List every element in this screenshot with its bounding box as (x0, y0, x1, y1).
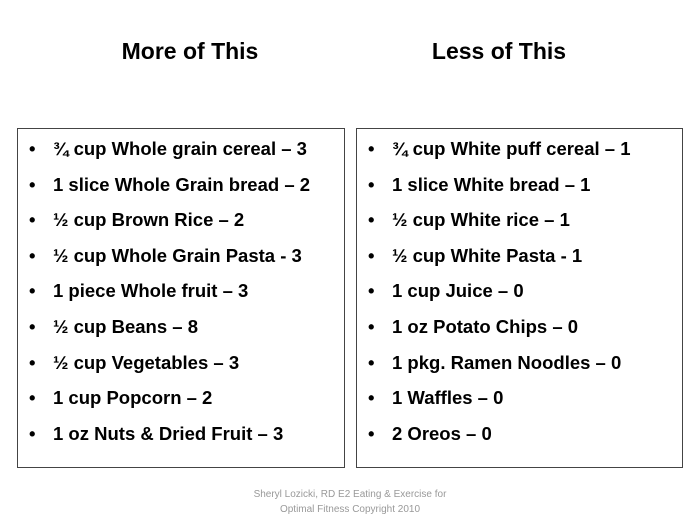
bullet-icon: • (29, 422, 36, 444)
list-item-text: ½ cup Vegetables – 3 (53, 351, 240, 373)
list-item-text: ½ cup Brown Rice – 2 (53, 209, 245, 231)
list-item-text: ½ cup Beans – 8 (53, 315, 198, 337)
list-item: • 1 slice White bread – 1 (357, 173, 682, 209)
bullet-icon: • (29, 138, 36, 159)
left-column-title: More of This (121, 38, 259, 64)
list-item-text: 1 oz Potato Chips – 0 (392, 315, 579, 337)
list-item-text: 1 pkg. Ramen Noodles – 0 (392, 351, 622, 373)
bullet-icon: • (29, 209, 36, 231)
list-item-text: 1 Waffles – 0 (392, 387, 504, 409)
bullet-icon: • (368, 315, 375, 337)
less-of-this-box: • ¾ cup White puff cereal – 1 • 1 slice Whi… (356, 128, 683, 468)
list-item-text: 1 cup Juice – 0 (392, 280, 524, 302)
list-item-text: ½ cup White rice – 1 (392, 209, 570, 231)
bullet-icon: • (368, 138, 375, 159)
bullet-icon: • (29, 351, 36, 373)
bullet-icon: • (368, 387, 375, 409)
list-item-text: 1 oz Nuts & Dried Fruit – 3 (53, 422, 284, 444)
footer-line-2: Optimal Fitness Copyright 2010 (279, 504, 421, 515)
bullet-icon: • (368, 173, 375, 195)
list-item: • ½ cup White rice – 1 (357, 208, 682, 244)
list-item: • 1 cup Juice – 0 (357, 279, 682, 315)
bullet-icon: • (368, 351, 375, 373)
list-item: • ¾ cup White puff cereal – 1 (357, 137, 682, 173)
list-item: • 1 piece Whole fruit – 3 (18, 279, 344, 315)
bullet-icon: • (29, 387, 36, 409)
list-item-text: ½ cup Whole Grain Pasta - 3 (53, 244, 302, 266)
list-item: • ½ cup Beans – 8 (18, 315, 344, 351)
list-item: • 1 Waffles – 0 (357, 386, 682, 422)
right-column-title: Less of This (431, 38, 567, 64)
list-item: • 2 Oreos – 0 (357, 422, 682, 458)
list-item: • 1 cup Popcorn – 2 (18, 386, 344, 422)
bullet-icon: • (368, 422, 375, 444)
list-item-text: 1 cup Popcorn – 2 (53, 387, 213, 409)
bullet-icon: • (368, 280, 375, 302)
list-item: • 1 oz Nuts & Dried Fruit – 3 (18, 422, 344, 458)
list-item-text: ½ cup White Pasta - 1 (392, 244, 583, 266)
list-item: • 1 pkg. Ramen Noodles – 0 (357, 351, 682, 387)
footer: Sheryl Lozicki, RD E2 Eating & Exercise … (0, 487, 700, 517)
bullet-icon: • (29, 280, 36, 302)
list-item: • 1 slice Whole Grain bread – 2 (18, 173, 344, 209)
bullet-icon: • (368, 244, 375, 266)
list-item-text: 2 Oreos – 0 (392, 422, 492, 444)
list-item: • ¾ cup Whole grain cereal – 3 (18, 137, 344, 173)
bullet-icon: • (368, 209, 375, 231)
list-item: • ½ cup Vegetables – 3 (18, 351, 344, 387)
bullet-icon: • (29, 173, 36, 195)
list-item-text: 1 piece Whole fruit – 3 (53, 280, 249, 302)
list-item-text: ¾ cup Whole grain cereal – 3 (53, 138, 307, 159)
list-item-text: 1 slice White bread – 1 (392, 173, 591, 195)
list-item: • 1 oz Potato Chips – 0 (357, 315, 682, 351)
bullet-icon: • (29, 244, 36, 266)
list-item: • ½ cup Whole Grain Pasta - 3 (18, 244, 344, 280)
bullet-icon: • (29, 315, 36, 337)
list-item: • ½ cup White Pasta - 1 (357, 244, 682, 280)
footer-line-1: Sheryl Lozicki, RD E2 Eating & Exercise … (253, 489, 447, 500)
more-of-this-box: • ¾ cup Whole grain cereal – 3 • 1 slice Wh… (17, 128, 345, 468)
list-item-text: 1 slice Whole Grain bread – 2 (53, 173, 311, 195)
list-item: • ½ cup Brown Rice – 2 (18, 208, 344, 244)
list-item-text: ¾ cup White puff cereal – 1 (392, 138, 631, 159)
